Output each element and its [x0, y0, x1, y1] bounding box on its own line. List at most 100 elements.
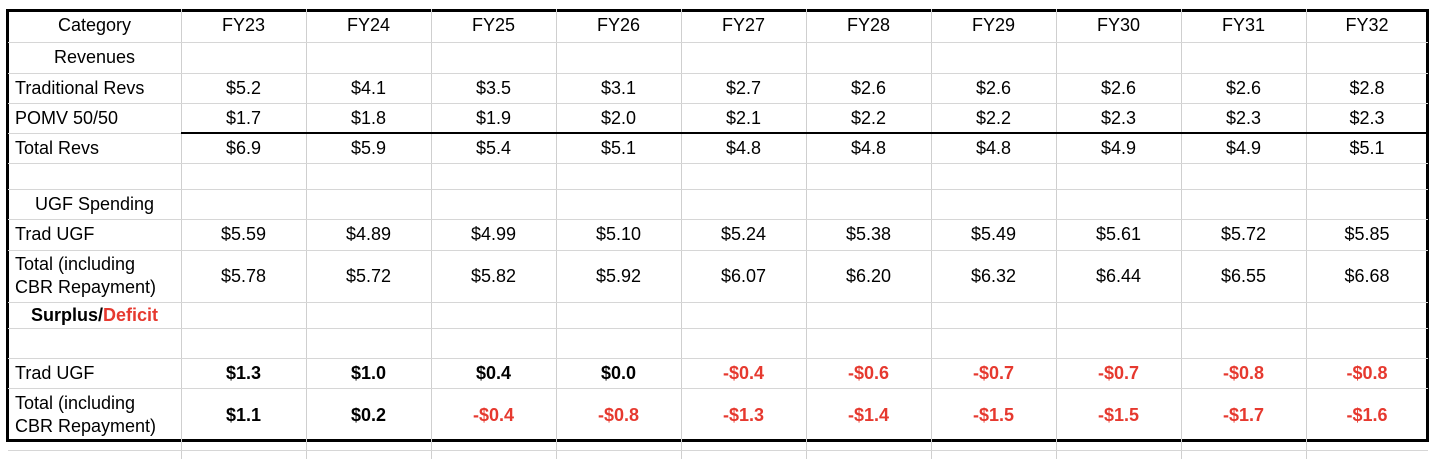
row-label-trad_ugf_surplus: Trad UGF	[15, 362, 95, 383]
value-cell: $4.8	[975, 137, 1012, 158]
header-year: FY30	[1096, 15, 1141, 35]
column-gridline	[1306, 9, 1307, 459]
row-label-total_surplus: Total (including CBR Repayment)	[15, 388, 181, 442]
row-gridline	[8, 450, 1428, 451]
value-cell: $5.10	[595, 224, 642, 244]
value-cell: -$0.6	[847, 362, 890, 383]
column-gridline	[1056, 9, 1057, 459]
value-cell: $6.44	[1095, 265, 1142, 286]
row-label-text: Total (including CBR Repayment)	[15, 253, 156, 299]
row-label-line1: Total (including	[15, 254, 136, 274]
value-cell: $5.1	[1349, 137, 1385, 158]
row-gridline	[8, 388, 1428, 389]
value-cell: $5.1	[600, 137, 637, 158]
value-cell: $3.5	[475, 77, 512, 98]
value-cell: $1.9	[475, 107, 512, 128]
header-year: FY28	[846, 15, 891, 35]
value-cell: -$1.5	[1097, 404, 1140, 425]
value-cell: $5.82	[470, 265, 517, 286]
value-cell: $2.7	[725, 77, 762, 98]
section-ugf-spending: UGF Spending	[34, 193, 155, 214]
value-cell: $6.20	[845, 265, 892, 286]
value-cell: $2.2	[975, 107, 1012, 128]
value-cell: $2.6	[850, 77, 887, 98]
value-cell: $5.72	[345, 265, 392, 286]
value-cell: $2.3	[1225, 107, 1262, 128]
deficit-label: Deficit	[103, 304, 159, 325]
surplus-label: Surplus	[30, 304, 98, 325]
header-year: FY25	[471, 15, 516, 35]
header-year: FY26	[596, 15, 641, 35]
row-gridline	[8, 219, 1428, 220]
value-cell: -$1.3	[722, 404, 765, 425]
row-label-traditional_revs: Traditional Revs	[15, 77, 145, 98]
value-cell: $2.0	[600, 107, 637, 128]
section-surplus-deficit: Surplus / Deficit	[8, 302, 181, 328]
value-cell: $6.32	[970, 265, 1017, 286]
value-cell: $5.4	[475, 137, 512, 158]
value-cell: $1.3	[225, 362, 262, 383]
header-year: FY31	[1221, 15, 1266, 35]
value-cell: $4.99	[470, 224, 517, 244]
section-revenues: Revenues	[53, 47, 136, 67]
row-label-trad_ugf_spending: Trad UGF	[15, 224, 95, 244]
row-label-total_revs: Total Revs	[15, 137, 100, 158]
value-cell: -$0.8	[1222, 362, 1265, 383]
value-cell: $6.9	[225, 137, 262, 158]
value-cell: -$1.4	[847, 404, 890, 425]
value-cell: $4.1	[350, 77, 387, 98]
value-cell: -$0.4	[722, 362, 765, 383]
value-cell: $2.6	[1100, 77, 1137, 98]
value-cell: $4.89	[345, 224, 392, 244]
column-gridline	[1181, 9, 1182, 459]
value-cell: -$1.6	[1346, 404, 1388, 425]
column-gridline	[931, 9, 932, 459]
row-label-total_spending: Total (including CBR Repayment)	[15, 250, 181, 302]
value-cell: $2.2	[850, 107, 887, 128]
value-cell: $5.38	[845, 224, 892, 244]
value-cell: $5.59	[220, 224, 267, 244]
value-cell: $5.9	[350, 137, 387, 158]
value-cell: $6.68	[1344, 265, 1390, 286]
header-year: FY27	[721, 15, 766, 35]
value-cell: $5.85	[1344, 224, 1390, 244]
column-gridline	[431, 9, 432, 459]
value-cell: -$0.7	[972, 362, 1015, 383]
value-cell: $4.8	[725, 137, 762, 158]
value-cell: $0.0	[600, 362, 637, 383]
slash: /	[97, 304, 103, 325]
value-cell: $2.6	[975, 77, 1012, 98]
value-cell: $2.3	[1349, 107, 1385, 128]
value-cell: $1.8	[350, 107, 387, 128]
value-cell: $5.78	[220, 265, 267, 286]
value-cell: $2.8	[1349, 77, 1385, 98]
header-year: FY32	[1345, 15, 1389, 35]
value-cell: $6.07	[720, 265, 767, 286]
value-cell: $4.8	[850, 137, 887, 158]
value-cell: $1.1	[225, 404, 262, 425]
row-gridline	[8, 103, 1428, 104]
row-label-line2: CBR Repayment)	[15, 277, 157, 297]
value-cell: $0.4	[475, 362, 512, 383]
column-gridline	[556, 9, 557, 459]
row-label-line1: Total (including	[15, 393, 136, 413]
column-gridline	[806, 9, 807, 459]
row-gridline	[8, 302, 1428, 303]
row-label-line2: CBR Repayment)	[15, 416, 157, 436]
value-cell: $1.7	[225, 107, 262, 128]
value-cell: -$1.5	[972, 404, 1015, 425]
value-cell: $3.1	[600, 77, 637, 98]
header-year: FY29	[971, 15, 1016, 35]
value-cell: $5.72	[1220, 224, 1267, 244]
row-gridline	[8, 189, 1428, 190]
value-cell: -$0.7	[1097, 362, 1140, 383]
column-gridline	[306, 9, 307, 459]
value-cell: $0.2	[350, 404, 387, 425]
value-cell: -$0.4	[472, 404, 515, 425]
value-cell: $6.55	[1220, 265, 1267, 286]
value-cell: $5.49	[970, 224, 1017, 244]
value-cell: -$0.8	[1346, 362, 1388, 383]
header-year: FY24	[346, 15, 391, 35]
value-cell: -$0.8	[597, 404, 640, 425]
row-gridline	[8, 163, 1428, 164]
